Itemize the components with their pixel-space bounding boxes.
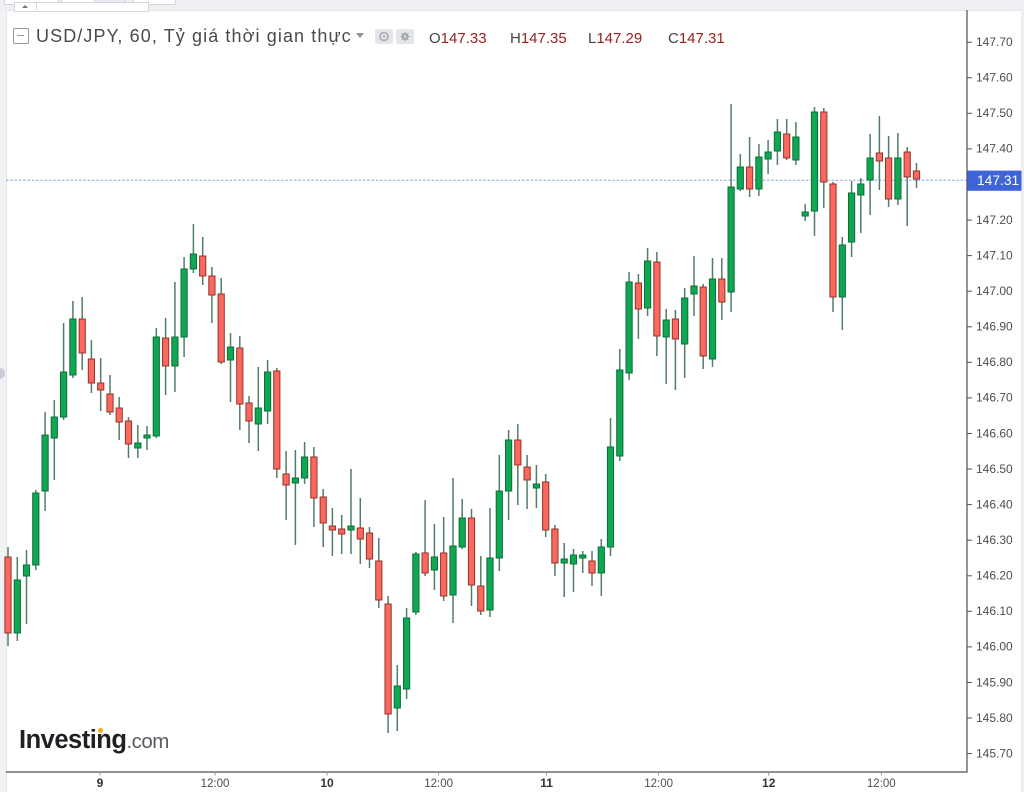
svg-text:147.60: 147.60 xyxy=(976,71,1013,85)
svg-text:146.90: 146.90 xyxy=(976,320,1013,334)
svg-text:147.40: 147.40 xyxy=(976,142,1013,156)
svg-text:12:00: 12:00 xyxy=(201,778,230,790)
svg-text:12:00: 12:00 xyxy=(644,778,673,790)
svg-text:12: 12 xyxy=(762,776,776,790)
svg-text:9: 9 xyxy=(97,776,104,790)
svg-text:147.31: 147.31 xyxy=(977,173,1019,188)
svg-text:11: 11 xyxy=(540,776,553,790)
svg-text:145.80: 145.80 xyxy=(976,711,1013,725)
svg-text:146.40: 146.40 xyxy=(976,497,1013,511)
svg-text:146.30: 146.30 xyxy=(976,533,1013,547)
svg-text:146.80: 146.80 xyxy=(976,355,1013,369)
svg-text:12:00: 12:00 xyxy=(867,778,896,790)
svg-text:147.50: 147.50 xyxy=(976,106,1013,120)
svg-text:10: 10 xyxy=(320,776,334,790)
svg-text:146.00: 146.00 xyxy=(976,640,1013,654)
svg-text:145.70: 145.70 xyxy=(976,746,1013,760)
svg-text:146.60: 146.60 xyxy=(976,426,1013,440)
svg-text:146.50: 146.50 xyxy=(976,462,1013,476)
svg-text:146.20: 146.20 xyxy=(976,569,1013,583)
svg-text:12:00: 12:00 xyxy=(424,778,453,790)
svg-text:147.10: 147.10 xyxy=(976,248,1013,262)
svg-text:147.20: 147.20 xyxy=(976,213,1013,227)
svg-text:147.00: 147.00 xyxy=(976,284,1013,298)
svg-text:146.10: 146.10 xyxy=(976,604,1013,618)
svg-text:147.70: 147.70 xyxy=(976,35,1013,49)
svg-text:145.90: 145.90 xyxy=(976,675,1013,689)
svg-text:146.70: 146.70 xyxy=(976,391,1013,405)
